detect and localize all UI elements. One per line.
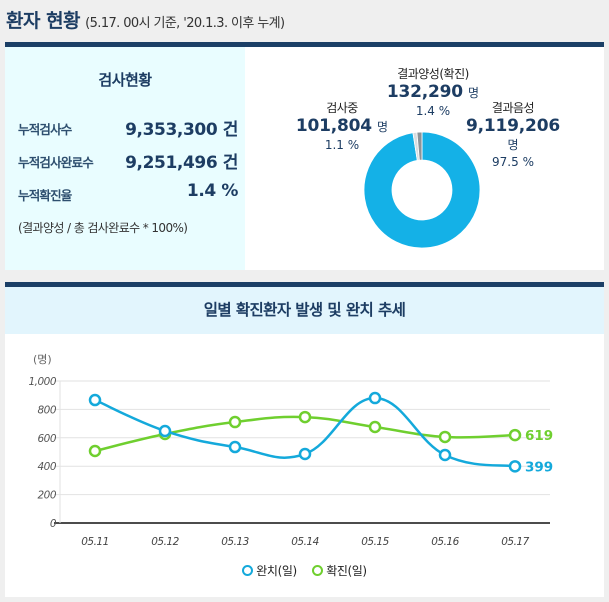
page-title: 환자 현황 — [6, 10, 81, 32]
segment-unit: 명 — [468, 86, 480, 100]
x-tick-label: 05.15 — [361, 536, 389, 548]
legend-label: 완치(일) — [256, 564, 297, 578]
end-value-label-recovered: 399 — [525, 459, 553, 475]
data-point-confirmed[interactable] — [298, 410, 312, 424]
data-point-confirmed[interactable] — [88, 444, 102, 458]
donut-chart — [363, 131, 481, 249]
segment-unit: 명 — [507, 138, 519, 152]
data-point-recovered[interactable] — [438, 448, 452, 462]
page-subtitle: (5.17. 00시 기준, '20.1.3. 이후 누계) — [85, 16, 285, 31]
stat-label: 누적검사완료수 — [18, 155, 94, 170]
data-point-recovered[interactable] — [508, 460, 522, 473]
segment-value: 9,119,206 — [466, 116, 560, 136]
segment-name: 결과양성(확진) — [397, 67, 469, 81]
data-point-recovered[interactable] — [88, 393, 102, 407]
chart-legend: 완치(일) 확진(일) — [5, 562, 604, 579]
trend-line-chart: (명) 0 200 400 600 800 1,000 05.11 05.12 05.13 05.1… — [28, 353, 553, 548]
x-tick-label: 05.16 — [431, 536, 459, 548]
x-tick-label: 05.13 — [221, 536, 249, 548]
segment-percent: 1.1 % — [324, 138, 360, 152]
test-status-title: 검사현황 — [98, 71, 152, 89]
data-point-recovered[interactable] — [228, 440, 242, 454]
x-tick-label: 05.12 — [151, 536, 179, 548]
end-value-label-confirmed: 619 — [525, 428, 553, 444]
y-tick-label: 400 — [37, 461, 56, 473]
stat-row-completed-tests: 누적검사완료수 9,251,496 건 — [18, 148, 238, 173]
x-tick-label: 05.17 — [501, 536, 529, 548]
trend-chart-title: 일별 확진환자 발생 및 완치 추세 — [5, 287, 604, 334]
y-axis-unit-label: (명) — [33, 353, 52, 366]
stat-value: 9,251,496 건 — [125, 153, 238, 173]
data-point-confirmed[interactable] — [508, 428, 522, 442]
data-point-recovered[interactable] — [158, 424, 172, 438]
y-tick-label: 600 — [37, 433, 56, 445]
legend-marker-icon — [312, 565, 324, 576]
stat-value: 1.4 % — [186, 181, 238, 201]
donut-segment-negative[interactable] — [363, 131, 481, 249]
data-point-confirmed[interactable] — [228, 415, 242, 429]
summary-panel: 검사현황 누적검사수 9,353,300 건 누적검사완료수 9,251,496… — [5, 42, 604, 270]
stat-row-positive-rate: 누적확진율 1.4 % — [18, 181, 238, 203]
legend-item-recovered[interactable]: 완치(일) — [242, 562, 297, 579]
segment-percent: 97.5 % — [492, 155, 534, 169]
legend-item-confirmed[interactable]: 확진(일) — [312, 562, 367, 579]
segment-unit: 명 — [377, 120, 389, 134]
data-point-confirmed[interactable] — [438, 430, 452, 444]
page-header: 환자 현황 (5.17. 00시 기준, '20.1.3. 이후 누계) — [0, 0, 609, 36]
stat-label: 누적확진율 — [18, 188, 72, 203]
donut-label-positive: 결과양성(확진) 132,290 명 1.4 % — [373, 65, 493, 118]
segment-percent: 1.4 % — [415, 104, 451, 118]
stat-label: 누적검사수 — [18, 122, 72, 137]
x-tick-label: 05.11 — [81, 536, 109, 548]
positive-rate-note: (결과양성 / 총 검사완료수 * 100%) — [18, 221, 188, 235]
legend-marker-icon — [242, 565, 254, 576]
data-point-confirmed[interactable] — [368, 420, 382, 434]
segment-value: 132,290 — [386, 82, 463, 102]
test-status-box: 검사현황 누적검사수 9,353,300 건 누적검사완료수 9,251,496… — [5, 47, 245, 270]
segment-name: 검사중 — [326, 101, 358, 115]
y-tick-label: 1,000 — [28, 376, 56, 388]
donut-label-testing: 검사중 101,804 명 1.1 % — [287, 99, 397, 152]
legend-label: 확진(일) — [326, 564, 367, 578]
data-point-recovered[interactable] — [368, 391, 382, 405]
stat-value: 9,353,300 건 — [125, 120, 238, 140]
donut-segment-positive[interactable] — [416, 131, 423, 161]
stat-row-total-tests: 누적검사수 9,353,300 건 — [18, 115, 238, 140]
y-tick-label: 0 — [50, 518, 57, 530]
x-tick-label: 05.14 — [291, 536, 319, 548]
donut-label-negative: 결과음성 9,119,206 명 97.5 % — [463, 99, 563, 169]
trend-panel: 일별 확진환자 발생 및 완치 추세 (명) 0 200 400 600 800 1,000… — [5, 282, 604, 597]
segment-name: 결과음성 — [491, 101, 535, 115]
segment-value: 101,804 — [295, 116, 372, 136]
donut-chart-area: 검사중 101,804 명 1.1 % 결과양성(확진) 132,290 명 1… — [245, 47, 604, 270]
y-tick-label: 200 — [37, 490, 56, 502]
data-point-recovered[interactable] — [298, 447, 312, 461]
y-tick-label: 800 — [37, 404, 56, 416]
